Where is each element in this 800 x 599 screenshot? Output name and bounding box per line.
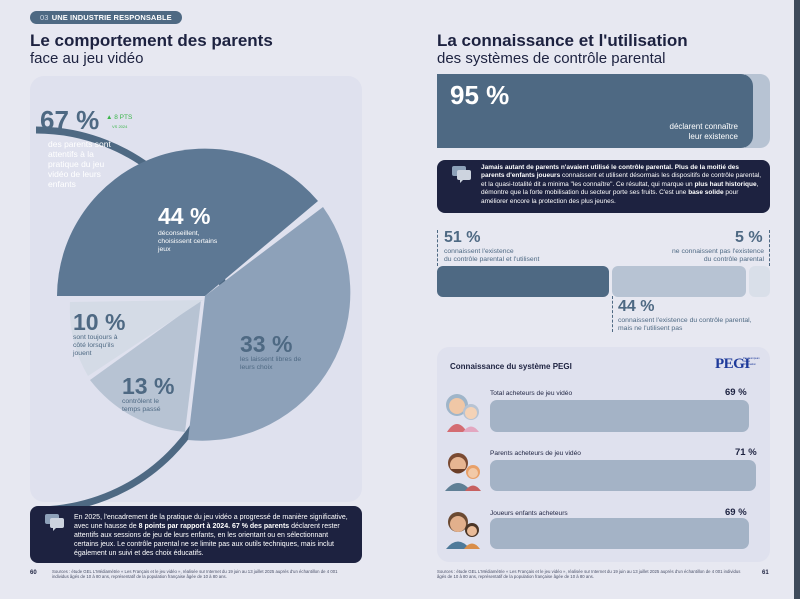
slice-13-value: 13 % xyxy=(122,373,175,399)
right-info-text-3: pour améliorer encore la protection des … xyxy=(481,189,739,205)
left-info-box: En 2025, l'encadrement de la pratique du… xyxy=(30,506,362,563)
breakdown-44-label: connaissent l'existence du contrôle pare… xyxy=(618,317,752,333)
stat-67-badge-sub: VS 2024 xyxy=(112,124,128,129)
breakdown-bar-44 xyxy=(612,266,746,297)
left-subtitle: face au jeu vidéo xyxy=(30,50,144,67)
left-info-text-bold: 8 points par rapport à 2024. 67 % des pa… xyxy=(138,523,290,530)
arrow-up-icon: ▲ xyxy=(106,114,113,121)
page-number-left: 60 xyxy=(30,570,37,576)
avatar-parents xyxy=(441,447,485,491)
dash-44 xyxy=(612,296,613,332)
pegi-row-1-value: 69 % xyxy=(725,387,747,398)
slice-33-value: 33 % xyxy=(240,331,293,357)
section-label: UNE INDUSTRIE RESPONSABLE xyxy=(51,13,172,22)
stat-67-value: 67 % xyxy=(40,105,100,135)
breakdown-51-label-1: connaissent l'existence xyxy=(444,248,514,255)
stat-95-bar xyxy=(437,74,753,148)
pegi-row-2-value: 71 % xyxy=(735,447,757,458)
left-title-block: Le comportement des parents face au jeu … xyxy=(30,31,273,68)
slice-44 xyxy=(57,148,318,296)
pegi-row-3-value: 69 % xyxy=(725,507,747,518)
right-info-box: Jamais autant de parents n'avaient utili… xyxy=(437,160,770,213)
left-info-text-2: déclarent rester attentifs aux sessions … xyxy=(74,523,340,557)
right-info-text: Jamais autant de parents n'avaient utili… xyxy=(481,164,762,206)
stat-95-label-2: leur existence xyxy=(688,132,738,141)
parents-pie-chart xyxy=(35,126,351,506)
page-number-right: 61 xyxy=(762,570,769,576)
stat-67-badge-text: 8 PTS xyxy=(114,114,133,121)
breakdown-44-label-2: mais ne l'utilisent pas xyxy=(618,325,683,333)
slice-10-label: sont toujours à côté lorsqu'ils jouent xyxy=(73,334,118,358)
breakdown-51-value: 51 % xyxy=(444,229,481,246)
stat-95-label: déclarent connaître leur existence xyxy=(620,122,739,142)
right-info-bold-1: Jamais autant de parents n'avaient utili… xyxy=(481,164,740,180)
chat-bubble-icon xyxy=(452,166,471,183)
pegi-logo-sub: Pan European Game Information xyxy=(743,357,760,367)
pegi-row-2-label: Parents acheteurs de jeu vidéo xyxy=(490,450,581,457)
left-source: Sources : étude GEL L'Médiamétrie « Les … xyxy=(52,569,338,580)
stat-67-badge: ▲ 8 PTS xyxy=(106,114,132,121)
pegi-row-3-bar xyxy=(490,518,749,549)
breakdown-5-label: ne connaissent pas l'existence du contrô… xyxy=(600,248,764,264)
right-subtitle: des systèmes de contrôle parental xyxy=(437,50,666,67)
avatar-family xyxy=(441,390,485,432)
section-tag: 03 UNE INDUSTRIE RESPONSABLE xyxy=(30,11,182,24)
right-title: La connaissance et l'utilisation xyxy=(437,31,688,50)
slice-10 xyxy=(69,300,203,376)
left-info-text-1: En 2025, l'encadrement de la pratique du… xyxy=(74,514,348,530)
left-info-text: En 2025, l'encadrement de la pratique du… xyxy=(74,513,354,558)
breakdown-5-value: 5 % xyxy=(735,229,763,246)
breakdown-5-label-2: du contrôle parental xyxy=(703,256,764,264)
breakdown-5-label-1: ne connaissent pas l'existence xyxy=(672,248,764,255)
right-info-bold-2: plus haut historique xyxy=(694,180,757,188)
vertical-scrollbar[interactable] xyxy=(794,0,800,599)
breakdown-44-value: 44 % xyxy=(618,298,655,315)
breakdown-bar-5 xyxy=(749,266,770,297)
breakdown-51-label-2: du contrôle parental et l'utilisent xyxy=(444,256,540,264)
pegi-row-1-bar xyxy=(490,400,749,432)
pegi-row-1-label: Total acheteurs de jeu vidéo xyxy=(490,390,573,397)
stat-95-label-1: déclarent connaître xyxy=(669,122,739,131)
dash-51 xyxy=(437,230,438,266)
pegi-row-2-bar xyxy=(490,460,756,491)
stat-95-value: 95 % xyxy=(450,80,510,110)
right-info-text-1: connaissent et utilisent désormais les d… xyxy=(481,172,762,188)
slice-33 xyxy=(188,207,351,441)
slice-10-value: 10 % xyxy=(73,309,126,335)
right-source: Sources : étude GEL L'Médiamétrie « Les … xyxy=(437,569,741,580)
right-info-bold-3: base solide xyxy=(688,189,724,197)
slice-44-value: 44 % xyxy=(158,203,211,229)
pegi-logo-text: PEGI xyxy=(715,356,750,372)
right-info-text-2: , démontre que la forte mobilisation du … xyxy=(481,180,759,197)
avatar-kids xyxy=(441,505,485,549)
slice-44-label: déconseillent, choisissent certains jeux xyxy=(158,230,218,254)
slice-13-label: contrôlent le temps passé xyxy=(122,398,161,414)
pegi-title: Connaissance du système PEGI xyxy=(450,362,572,371)
left-title: Le comportement des parents xyxy=(30,31,273,50)
right-title-block: La connaissance et l'utilisation des sys… xyxy=(437,31,688,68)
breakdown-51-label: connaissent l'existence du contrôle pare… xyxy=(444,248,539,264)
pegi-logo: PEGI Pan European Game Information xyxy=(715,355,760,377)
slice-33-label: les laissent libres de leurs choix xyxy=(240,356,302,372)
pegi-row-3-label: Joueurs enfants acheteurs xyxy=(490,510,568,517)
chat-bubble-icon xyxy=(45,514,64,531)
dash-5 xyxy=(769,230,770,266)
slice-13 xyxy=(90,300,201,432)
section-number: 03 xyxy=(40,13,49,22)
breakdown-44-label-1: connaissent l'existence du contrôle pare… xyxy=(618,317,752,324)
stat-67-label: des parents sont attentifs à la pratique… xyxy=(48,139,111,189)
breakdown-bar-51 xyxy=(437,266,609,297)
